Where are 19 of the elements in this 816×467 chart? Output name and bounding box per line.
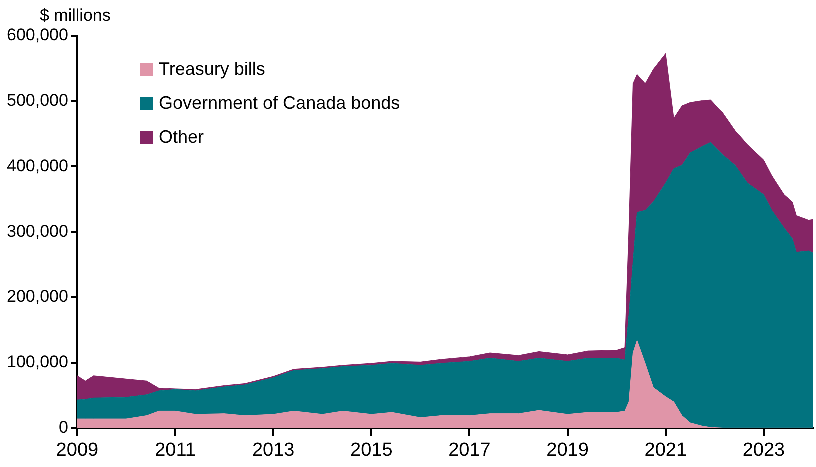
legend-label: Other [159, 126, 204, 148]
x-tick-label: 2015 [350, 440, 393, 461]
x-tick-label: 2023 [742, 440, 786, 461]
legend-label: Treasury bills [159, 58, 266, 80]
y-tick-label: 100,000 [7, 352, 68, 372]
y-axis-title: $ millions [40, 6, 111, 26]
y-tick-label: 0 [58, 418, 68, 437]
x-tick-label: 2021 [644, 440, 688, 461]
x-tick-label: 2019 [546, 440, 589, 461]
x-tick-label: 2017 [448, 440, 491, 461]
y-tick-label: 300,000 [7, 222, 68, 241]
x-tick-label: 2009 [56, 440, 99, 461]
x-tick-label: 2011 [155, 440, 196, 461]
y-tick-label: 400,000 [7, 156, 68, 176]
y-tick-label: 500,000 [7, 91, 68, 110]
y-tick-label: 600,000 [7, 26, 68, 45]
y-tick-label: 200,000 [7, 287, 68, 306]
x-tick-label: 2013 [252, 440, 295, 461]
legend-label: Government of Canada bonds [159, 92, 400, 114]
